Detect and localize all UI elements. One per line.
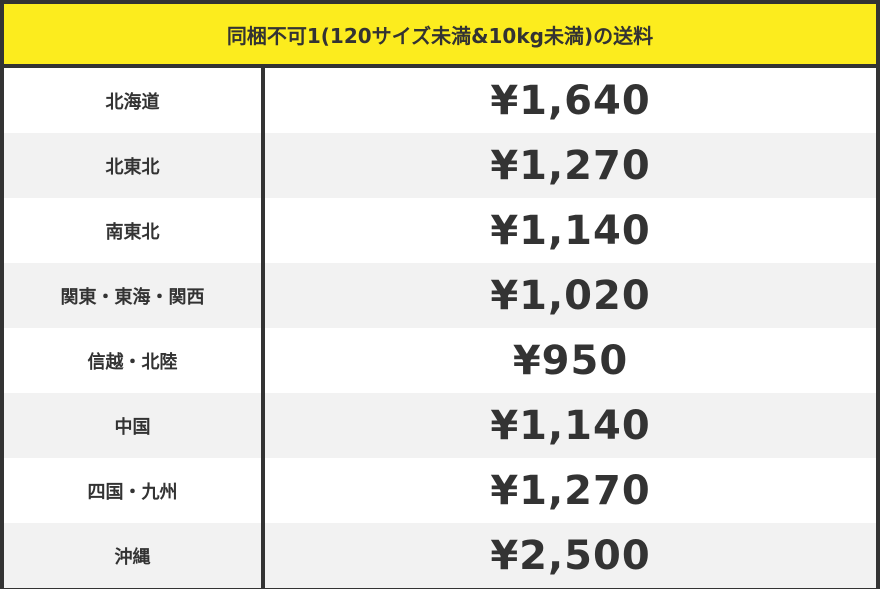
- column-divider: [261, 523, 265, 588]
- region-cell: 四国・九州: [87, 481, 178, 503]
- table-row: 北海道 ¥1,640: [4, 68, 876, 133]
- region-cell: 北海道: [105, 91, 160, 113]
- table-row: 南東北 ¥1,140: [4, 198, 876, 263]
- table-body: 北海道 ¥1,640 北東北 ¥1,270 南東北 ¥1,140 関東・東海・関西 ¥1,02…: [4, 68, 876, 588]
- column-divider: [261, 198, 265, 263]
- column-divider: [261, 328, 265, 393]
- table-row: 中国 ¥1,140: [4, 393, 876, 458]
- price-cell: ¥1,140: [490, 402, 651, 449]
- price-cell: ¥950: [512, 337, 629, 384]
- table-row: 沖縄 ¥2,500: [4, 523, 876, 588]
- column-divider: [261, 133, 265, 198]
- region-cell: 南東北: [105, 221, 160, 243]
- table-row: 四国・九州 ¥1,270: [4, 458, 876, 523]
- price-cell: ¥1,270: [490, 467, 651, 514]
- region-cell: 沖縄: [114, 546, 151, 568]
- region-cell: 信越・北陸: [87, 351, 178, 373]
- column-divider: [261, 263, 265, 328]
- column-divider: [261, 458, 265, 523]
- region-cell: 中国: [114, 416, 151, 438]
- price-cell: ¥2,500: [490, 532, 651, 579]
- table-row: 関東・東海・関西 ¥1,020: [4, 263, 876, 328]
- price-cell: ¥1,270: [490, 142, 651, 189]
- price-cell: ¥1,640: [490, 77, 651, 124]
- table-row: 北東北 ¥1,270: [4, 133, 876, 198]
- column-divider: [261, 393, 265, 458]
- table-title: 同梱不可1(120サイズ未満&10kg未満)の送料: [4, 4, 876, 64]
- region-cell: 関東・東海・関西: [60, 286, 205, 308]
- price-cell: ¥1,020: [490, 272, 651, 319]
- price-cell: ¥1,140: [490, 207, 651, 254]
- column-divider: [261, 68, 265, 133]
- table-row: 信越・北陸 ¥950: [4, 328, 876, 393]
- region-cell: 北東北: [105, 156, 160, 178]
